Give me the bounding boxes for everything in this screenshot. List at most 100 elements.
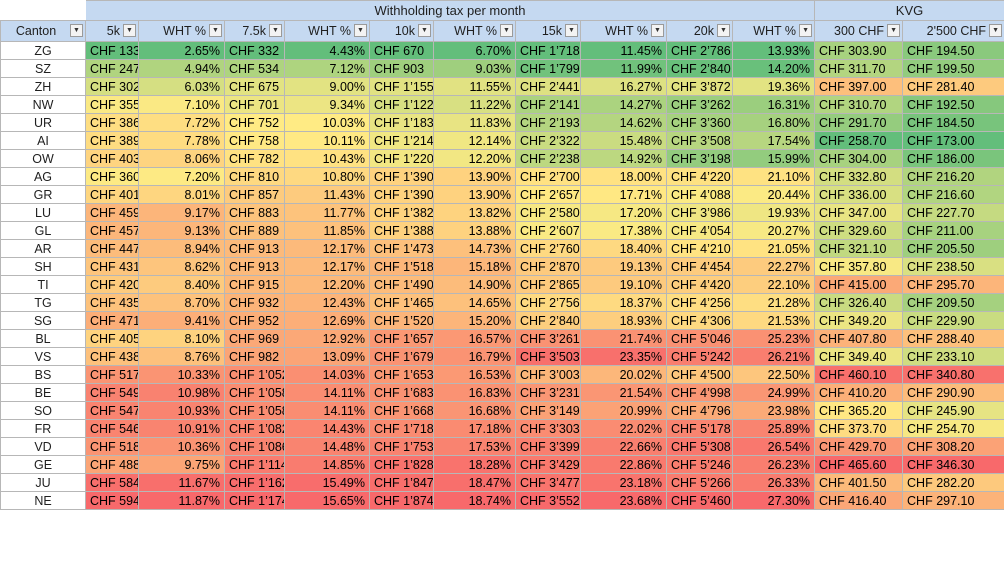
tax-amount-cell: CHF 3’360 (666, 113, 733, 132)
tax-percent-cell: 16.80% (731, 113, 816, 132)
tax-amount-cell: CHF 5’246 (666, 455, 733, 474)
canton-cell: OW (0, 149, 86, 168)
filter-dropdown-icon[interactable]: ▼ (989, 24, 1003, 37)
table-row: TG CHF 435 8.70% CHF 932 12.43% CHF 1’465 14.6… (0, 293, 1004, 312)
kvg-cell: CHF 291.70 (814, 113, 904, 132)
tax-amount-cell: CHF 247 (85, 59, 139, 78)
kvg-cell: CHF 238.50 (902, 257, 1004, 276)
tax-amount-cell: CHF 403 (85, 149, 139, 168)
filter-dropdown-icon[interactable]: ▼ (565, 24, 578, 37)
tax-percent-cell: 2.65% (138, 41, 225, 60)
tax-percent-cell: 17.38% (580, 221, 667, 240)
column-header-label: WHT % (454, 24, 497, 38)
filter-dropdown-icon[interactable]: ▼ (209, 24, 222, 37)
kvg-cell: CHF 290.90 (902, 383, 1004, 402)
filter-dropdown-icon[interactable]: ▼ (269, 24, 282, 37)
tax-amount-cell: CHF 457 (85, 221, 139, 240)
filter-dropdown-icon[interactable]: ▼ (418, 24, 431, 37)
kvg-cell: CHF 227.70 (902, 203, 1004, 222)
filter-dropdown-icon[interactable]: ▼ (799, 24, 813, 37)
tax-percent-cell: 17.53% (433, 437, 516, 456)
kvg-cell: CHF 192.50 (902, 95, 1004, 114)
column-header-label: 10k (394, 24, 415, 38)
column-header-label: 7.5k (242, 24, 266, 38)
column-header-label: 5k (106, 24, 120, 38)
table-row: FR CHF 546 10.91% CHF 1’082 14.43% CHF 1’718 1… (0, 419, 1004, 438)
kvg-cell: CHF 254.70 (902, 419, 1004, 438)
tax-percent-cell: 22.27% (731, 257, 816, 276)
tax-amount-cell: CHF 1’874 (369, 491, 434, 510)
tax-amount-cell: CHF 3’477 (515, 473, 581, 492)
tax-amount-cell: CHF 431 (85, 257, 139, 276)
tax-amount-cell: CHF 360 (85, 167, 139, 186)
canton-cell: SH (0, 257, 86, 276)
tax-amount-cell: CHF 1’388 (369, 221, 434, 240)
kvg-cell: CHF 416.40 (814, 491, 904, 510)
filter-dropdown-icon[interactable]: ▼ (651, 24, 664, 37)
tax-percent-cell: 17.54% (731, 131, 816, 150)
tax-amount-cell: CHF 1’753 (369, 437, 434, 456)
tax-percent-cell: 16.83% (433, 383, 516, 402)
tax-amount-cell: CHF 1’114 (224, 455, 285, 474)
tax-percent-cell: 13.82% (433, 203, 516, 222)
tax-amount-cell: CHF 1’390 (369, 185, 434, 204)
filter-dropdown-icon[interactable]: ▼ (70, 24, 83, 37)
canton-cell: SZ (0, 59, 86, 78)
tax-amount-cell: CHF 1’799 (515, 59, 581, 78)
canton-cell: GE (0, 455, 86, 474)
filter-dropdown-icon[interactable]: ▼ (887, 24, 901, 37)
kvg-cell: CHF 297.10 (902, 491, 1004, 510)
tax-percent-cell: 13.90% (433, 185, 516, 204)
tax-amount-cell: CHF 4’306 (666, 311, 733, 330)
tax-amount-cell: CHF 3’303 (515, 419, 581, 438)
tax-amount-cell: CHF 438 (85, 347, 139, 366)
kvg-cell: CHF 258.70 (814, 131, 904, 150)
tax-percent-cell: 4.43% (284, 41, 370, 60)
tax-amount-cell: CHF 405 (85, 329, 139, 348)
tax-percent-cell: 8.76% (138, 347, 225, 366)
table-row: GE CHF 488 9.75% CHF 1’114 14.85% CHF 1’828 18… (0, 455, 1004, 474)
table-row: GL CHF 457 9.13% CHF 889 11.85% CHF 1’388 13.8… (0, 221, 1004, 240)
canton-cell: GL (0, 221, 86, 240)
kvg-cell: CHF 397.00 (814, 77, 904, 96)
kvg-cell: CHF 216.60 (902, 185, 1004, 204)
tax-percent-cell: 9.17% (138, 203, 225, 222)
tax-amount-cell: CHF 2’141 (515, 95, 581, 114)
filter-dropdown-icon[interactable]: ▼ (500, 24, 513, 37)
tax-percent-cell: 11.83% (433, 113, 516, 132)
table-row: JU CHF 584 11.67% CHF 1’162 15.49% CHF 1’847 1… (0, 473, 1004, 492)
tax-amount-cell: CHF 3’261 (515, 329, 581, 348)
tax-percent-cell: 8.06% (138, 149, 225, 168)
kvg-cell: CHF 336.00 (814, 185, 904, 204)
table-row: AR CHF 447 8.94% CHF 913 12.17% CHF 1’473 14.7… (0, 239, 1004, 258)
tax-percent-cell: 19.93% (731, 203, 816, 222)
tax-amount-cell: CHF 594 (85, 491, 139, 510)
tax-amount-cell: CHF 1’082 (224, 419, 285, 438)
tax-percent-cell: 22.02% (580, 419, 667, 438)
filter-dropdown-icon[interactable]: ▼ (717, 24, 730, 37)
tax-percent-cell: 16.27% (580, 77, 667, 96)
tax-percent-cell: 13.93% (731, 41, 816, 60)
tax-percent-cell: 21.28% (731, 293, 816, 312)
filter-dropdown-icon[interactable]: ▼ (354, 24, 367, 37)
tax-amount-cell: CHF 1’174 (224, 491, 285, 510)
tax-amount-cell: CHF 4’796 (666, 401, 733, 420)
kvg-group-header: KVG (814, 0, 1004, 21)
canton-cell: UR (0, 113, 86, 132)
tax-amount-cell: CHF 1’058 (224, 401, 285, 420)
kvg-cell: CHF 410.20 (814, 383, 904, 402)
tax-amount-cell: CHF 3’399 (515, 437, 581, 456)
tax-amount-cell: CHF 4’500 (666, 365, 733, 384)
tax-percent-cell: 23.68% (580, 491, 667, 510)
column-header: WHT % ▼ (580, 20, 667, 42)
tax-percent-cell: 21.74% (580, 329, 667, 348)
filter-dropdown-icon[interactable]: ▼ (123, 24, 136, 37)
table-row: VS CHF 438 8.76% CHF 982 13.09% CHF 1’679 16.7… (0, 347, 1004, 366)
kvg-cell: CHF 465.60 (814, 455, 904, 474)
tax-amount-cell: CHF 2’441 (515, 77, 581, 96)
tax-percent-cell: 12.69% (284, 311, 370, 330)
table-row: VD CHF 518 10.36% CHF 1’086 14.48% CHF 1’753 1… (0, 437, 1004, 456)
tax-percent-cell: 8.01% (138, 185, 225, 204)
table-row: GR CHF 401 8.01% CHF 857 11.43% CHF 1’390 13.9… (0, 185, 1004, 204)
kvg-cell: CHF 186.00 (902, 149, 1004, 168)
